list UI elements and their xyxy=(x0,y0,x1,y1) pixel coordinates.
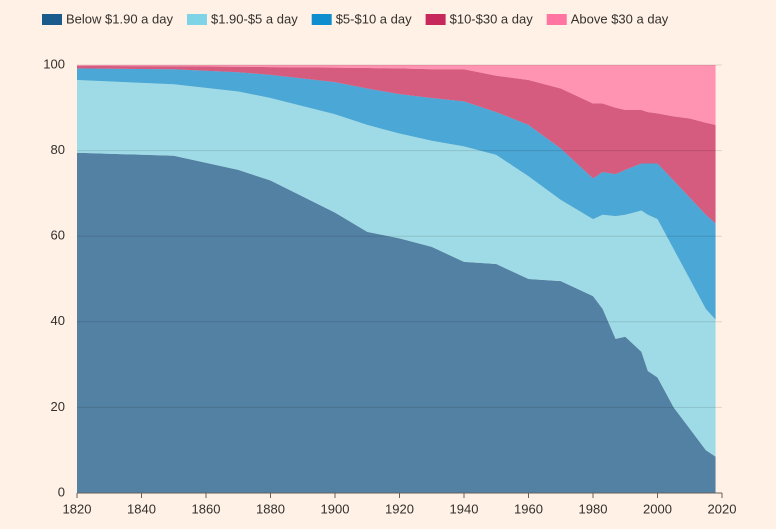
y-tick-label: 60 xyxy=(51,228,65,243)
legend-label: Below $1.90 a day xyxy=(66,11,173,26)
x-tick-label: 1880 xyxy=(256,501,285,516)
area xyxy=(77,65,716,125)
y-tick-label: 80 xyxy=(51,142,65,157)
x-tick-label: 1940 xyxy=(450,501,479,516)
x-tick-label: 2020 xyxy=(708,501,737,516)
x-tick-label: 1960 xyxy=(514,501,543,516)
legend-swatch xyxy=(311,14,332,25)
area xyxy=(77,79,716,457)
legend-swatch xyxy=(546,14,567,25)
x-tick-label: 1920 xyxy=(385,501,414,516)
x-tick-label: 1840 xyxy=(127,501,156,516)
y-tick-label: 40 xyxy=(51,313,65,328)
legend-label: $10-$30 a day xyxy=(450,11,534,26)
x-tick-label: 2000 xyxy=(643,501,672,516)
y-tick-label: 100 xyxy=(43,56,65,71)
x-tick-label: 1900 xyxy=(321,501,350,516)
y-tick-label: 0 xyxy=(58,484,65,499)
legend-label: $5-$10 a day xyxy=(336,11,412,26)
x-tick-label: 1820 xyxy=(63,501,92,516)
x-tick-label: 1980 xyxy=(579,501,608,516)
legend-swatch xyxy=(42,14,62,25)
area xyxy=(77,65,716,224)
legend-swatch xyxy=(425,14,446,25)
area xyxy=(77,152,716,494)
legend-label: Above $30 a day xyxy=(571,11,669,26)
area xyxy=(77,68,716,320)
y-tick-label: 20 xyxy=(51,399,65,414)
x-tick-label: 1860 xyxy=(192,501,221,516)
legend-label: $1.90-$5 a day xyxy=(211,11,298,26)
legend-swatch xyxy=(186,14,207,25)
